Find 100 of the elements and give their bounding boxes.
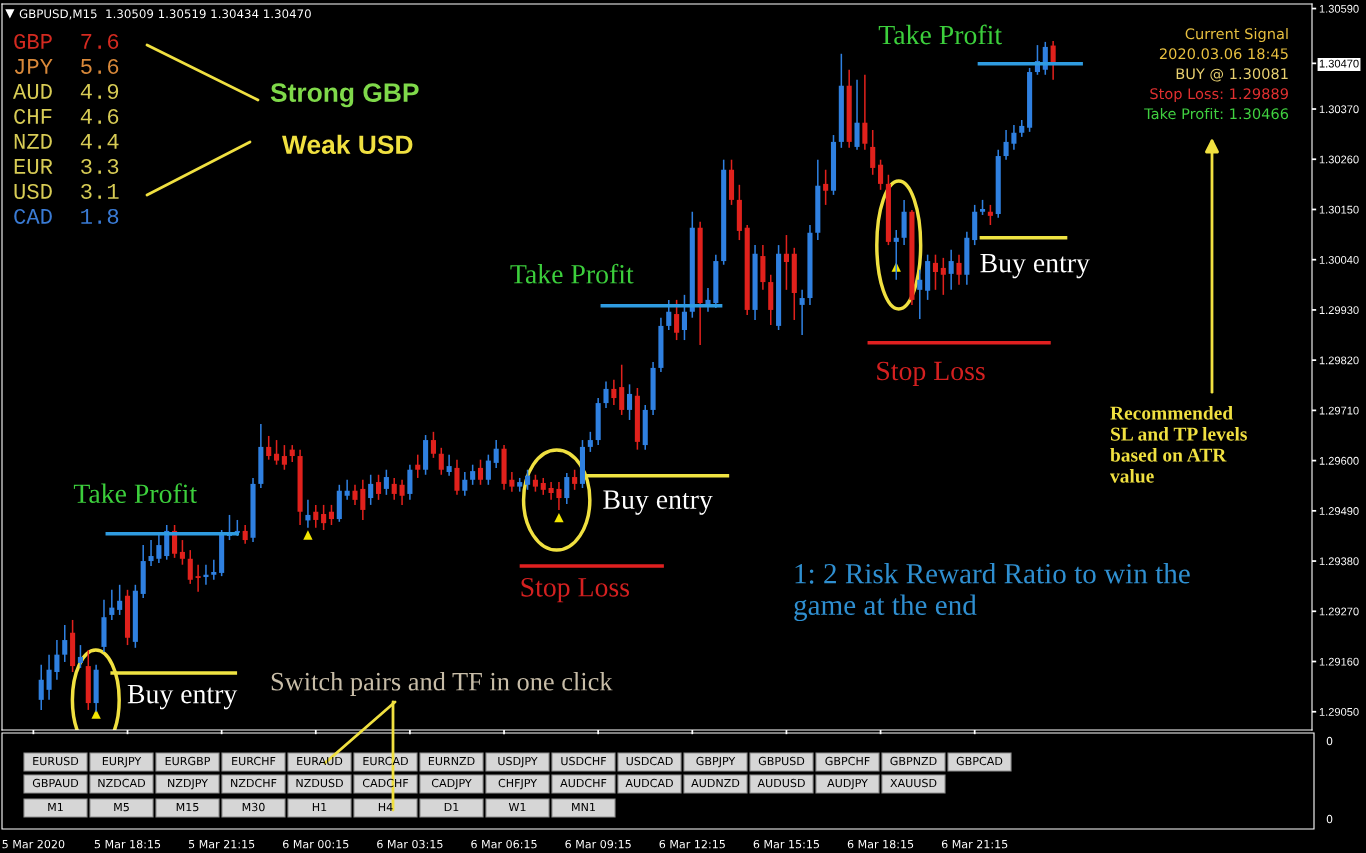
candlestick — [666, 299, 672, 331]
candlestick — [987, 204, 993, 226]
candlestick — [1011, 124, 1017, 151]
y-tick-label: 1.29930 — [1319, 306, 1359, 315]
text: M15 — [176, 802, 199, 812]
point — [554, 513, 564, 523]
y-tick-label: 1.30260 — [1319, 155, 1359, 164]
ref-line-label: Buy entry — [980, 253, 1090, 279]
candlestick — [470, 463, 476, 486]
ref-line-label: Take Profit — [510, 263, 634, 284]
annotation: Weak USD — [282, 134, 413, 155]
y-tick-label: 1.29710 — [1319, 406, 1359, 415]
candlestick — [956, 253, 962, 286]
candlestick — [344, 479, 350, 501]
candlestick — [352, 484, 358, 506]
candlestick — [211, 558, 217, 581]
annotation: CHF 4.6 — [14, 108, 119, 124]
y-tick-label: 1.29490 — [1319, 507, 1359, 515]
chart-title: GBPUSD,M15 1.30509 1.30519 1.30434 1.30470 — [19, 9, 311, 20]
text: MN1 — [572, 802, 595, 812]
candlestick — [587, 431, 593, 453]
candlestick — [399, 479, 405, 506]
text: EURNZD — [428, 756, 475, 766]
annotation: USD 3.1 — [14, 183, 119, 199]
candlestick — [38, 663, 44, 711]
candlestick — [187, 549, 193, 585]
candlestick — [281, 444, 287, 471]
candlestick — [360, 479, 366, 521]
candlestick — [799, 289, 805, 336]
candlestick — [548, 481, 554, 501]
x-tick-label: 6 Mar 06:15 — [471, 839, 537, 849]
ref-line-label: Stop Loss — [877, 361, 985, 386]
y-tick-label: 1.30590 — [1319, 4, 1359, 13]
candlestick — [77, 644, 83, 669]
candlestick — [438, 447, 444, 476]
candlestick — [46, 653, 52, 701]
annotation: JPY 5.6 — [14, 58, 119, 74]
candlestick — [948, 248, 954, 291]
candlestick — [179, 539, 185, 566]
x-tick-label: 5 Mar 2020 — [2, 839, 65, 849]
annotation: Strong GBP — [270, 83, 419, 108]
candlestick — [823, 168, 829, 206]
y-tick-label: 1.29270 — [1319, 607, 1359, 616]
candlestick — [368, 473, 374, 506]
candlestick — [556, 481, 562, 511]
text: AUDCAD — [625, 778, 673, 788]
y-tick-label: 1.30470 — [1319, 59, 1359, 68]
candlestick — [195, 563, 201, 593]
candlestick — [62, 624, 68, 663]
text: GBPCAD — [956, 756, 1003, 766]
candlestick — [509, 471, 515, 493]
text: EURCHF — [232, 756, 276, 766]
x-tick-label: 6 Mar 09:15 — [565, 839, 631, 849]
text: USDJPY — [498, 756, 538, 768]
text: AUDUSD — [757, 778, 805, 788]
text: NZDCAD — [98, 778, 146, 788]
candlestick — [415, 453, 421, 479]
text: EURUSD — [33, 756, 79, 766]
candlestick — [783, 234, 789, 291]
candlestick — [611, 379, 617, 406]
candlestick — [391, 477, 397, 501]
text: CHFJPY — [498, 778, 538, 790]
candlestick — [493, 439, 499, 469]
candlestick — [870, 129, 876, 176]
candlestick — [619, 363, 625, 416]
candlestick — [940, 257, 946, 296]
point — [91, 709, 101, 719]
annotation: CAD 1.8 — [14, 208, 119, 224]
annotation: Recommended SL and TP levels based on ATR value — [1110, 406, 1247, 483]
y-tick-label: 1.30040 — [1319, 255, 1359, 264]
text: GBPCHF — [825, 756, 870, 766]
candlestick — [242, 524, 248, 545]
candlestick — [430, 431, 436, 459]
text: CADJPY — [431, 778, 472, 790]
candlestick — [674, 299, 680, 341]
candlestick — [375, 473, 382, 501]
candlestick — [462, 471, 468, 497]
text: NZDCHF — [231, 778, 277, 788]
text: D1 — [444, 802, 459, 812]
y-tick-label: 1.29820 — [1319, 356, 1359, 365]
text: USDCHF — [561, 756, 606, 766]
ref-line-label: Buy entry — [603, 490, 713, 515]
candlestick — [572, 468, 578, 491]
text: EURGBP — [165, 756, 211, 766]
annotation: EUR 3.3 — [14, 158, 119, 174]
text: USDCAD — [626, 756, 673, 766]
x-tick-label: 6 Mar 00:15 — [282, 839, 349, 849]
candlestick — [878, 158, 884, 191]
candlestick — [681, 294, 687, 341]
text: M1 — [48, 802, 63, 812]
candlestick — [321, 504, 327, 531]
y-tick-label: 1.29600 — [1319, 456, 1359, 465]
point — [303, 530, 313, 540]
candlestick — [454, 458, 460, 496]
candlestick — [627, 383, 633, 421]
text: NZDJPY — [168, 778, 209, 790]
candlestick — [1003, 129, 1009, 161]
candlestick — [54, 639, 60, 681]
text: M30 — [242, 802, 265, 812]
text: XAUUSD — [890, 778, 937, 788]
